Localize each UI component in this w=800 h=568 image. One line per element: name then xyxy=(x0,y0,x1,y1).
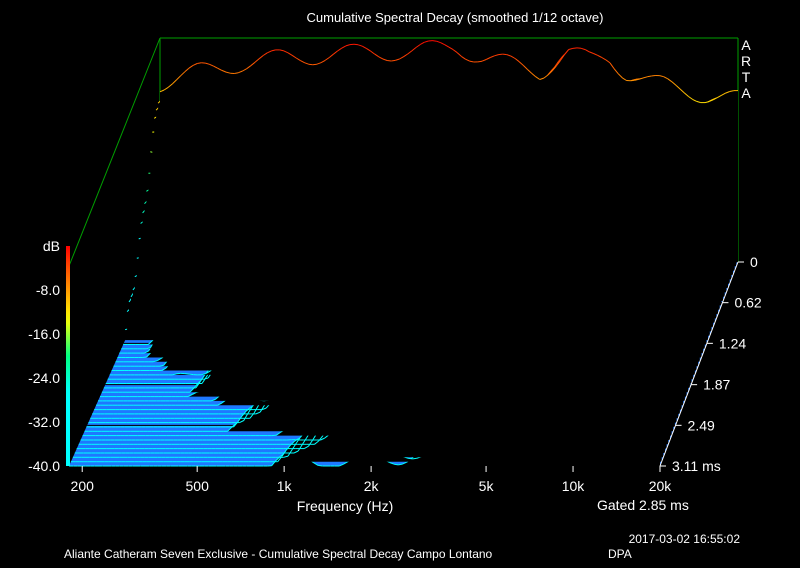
slice-segment xyxy=(184,373,190,375)
slice-segment xyxy=(203,377,209,380)
chart-title: Cumulative Spectral Decay (smoothed 1/12… xyxy=(307,10,604,25)
slice-segment xyxy=(239,420,245,424)
slice-segment xyxy=(147,340,153,345)
slice-segment xyxy=(237,415,243,423)
slice-segment xyxy=(187,394,193,398)
slice-segment xyxy=(255,411,261,415)
slice-segment xyxy=(211,398,216,402)
slice-segment xyxy=(283,455,289,458)
slice-segment xyxy=(398,463,403,466)
slice-segment xyxy=(227,426,233,432)
slice-segment xyxy=(285,444,291,451)
slice-segment xyxy=(297,444,303,452)
slice-segment xyxy=(389,462,395,465)
waterfall-slices xyxy=(69,40,738,467)
slice-segment xyxy=(412,457,417,460)
slice-segment xyxy=(161,367,167,371)
slice-segment xyxy=(320,437,326,441)
slice-segment xyxy=(205,370,211,374)
slice-segment xyxy=(261,407,267,411)
slice-segment xyxy=(217,402,223,406)
slice-segment xyxy=(172,373,177,376)
slice-segment xyxy=(318,464,323,467)
slice-segment xyxy=(313,462,319,466)
slice-segment xyxy=(146,347,151,350)
slice-segment xyxy=(146,352,152,358)
slice-segment xyxy=(301,437,308,445)
slice-segment xyxy=(293,450,299,454)
slice-segment xyxy=(339,463,344,467)
slice-segment xyxy=(201,373,206,376)
slice-segment xyxy=(243,413,249,421)
slice-segment xyxy=(308,439,314,447)
side-top-edge xyxy=(68,37,161,267)
slice-segment xyxy=(275,432,281,436)
slice-segment xyxy=(142,356,147,358)
slice-segment xyxy=(402,461,407,465)
slice-segment xyxy=(152,360,158,363)
slice-segment xyxy=(189,373,194,376)
slice-segment xyxy=(144,350,149,354)
slice-segment xyxy=(191,391,197,395)
slice-segment xyxy=(314,440,320,445)
slice-segment xyxy=(408,457,413,460)
slice-segment xyxy=(195,381,201,389)
slice-segment xyxy=(394,463,399,466)
slice-segment xyxy=(189,387,195,393)
slice-segment xyxy=(259,405,265,413)
slice-segment xyxy=(156,357,162,362)
slice-segment xyxy=(159,364,164,367)
slice-segment xyxy=(304,445,309,450)
slice-segment xyxy=(343,461,348,465)
